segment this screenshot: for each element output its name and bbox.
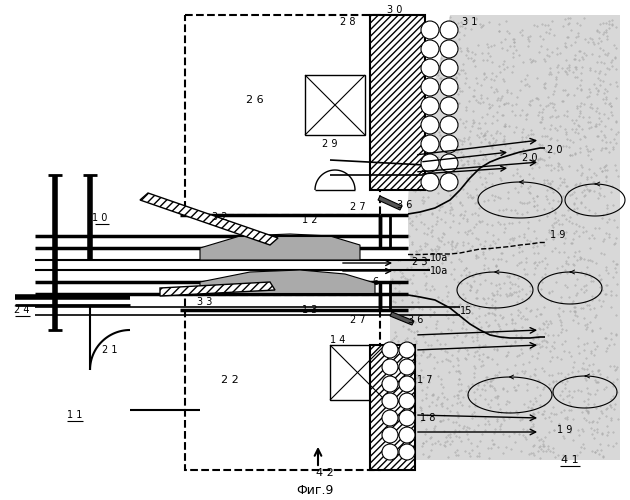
Text: 10a: 10a [430,253,449,263]
Text: 3 0: 3 0 [387,5,403,15]
Circle shape [421,59,439,77]
Text: 1 1: 1 1 [67,410,83,420]
Text: 2 9: 2 9 [323,139,338,149]
Text: 6: 6 [372,277,378,287]
Circle shape [399,410,415,426]
Circle shape [399,342,415,358]
Text: 1 2: 1 2 [302,215,318,225]
Polygon shape [390,15,450,260]
Text: 1 3: 1 3 [302,305,318,315]
Text: 2 2: 2 2 [221,375,239,385]
Bar [330,345,385,400]
Text: 2 4: 2 4 [14,305,30,315]
Polygon shape [200,234,360,260]
Circle shape [382,393,398,409]
Circle shape [399,359,415,375]
Circle shape [440,97,458,115]
Circle shape [421,116,439,134]
Circle shape [440,59,458,77]
Polygon shape [390,312,414,325]
Bar [305,75,365,135]
Text: 4 1: 4 1 [561,455,579,465]
Circle shape [421,154,439,172]
Bar [370,345,415,470]
Text: 1 4: 1 4 [330,335,345,345]
Circle shape [382,410,398,426]
Circle shape [440,40,458,58]
Circle shape [440,78,458,96]
Text: 3 1: 3 1 [462,17,478,27]
Polygon shape [160,282,275,296]
Bar [370,15,425,190]
Circle shape [440,173,458,191]
Circle shape [382,376,398,392]
Text: 10a: 10a [430,266,449,276]
Circle shape [382,444,398,460]
Bar [390,15,620,460]
Circle shape [421,21,439,39]
Polygon shape [140,193,278,245]
Bar [185,15,380,215]
Circle shape [382,359,398,375]
Text: 3 2: 3 2 [212,212,228,222]
Text: 1 7: 1 7 [417,375,433,385]
Polygon shape [378,196,402,210]
Circle shape [440,135,458,153]
Bar [185,295,380,470]
Circle shape [399,393,415,409]
Text: 2 7: 2 7 [350,315,366,325]
Circle shape [382,342,398,358]
Text: 1 0: 1 0 [93,213,108,223]
Circle shape [399,376,415,392]
Polygon shape [200,270,375,294]
Circle shape [440,21,458,39]
Circle shape [399,444,415,460]
Text: 2 0: 2 0 [547,145,563,155]
Text: 3 6: 3 6 [408,315,424,325]
Circle shape [382,427,398,443]
Text: 15: 15 [460,306,472,316]
Circle shape [399,427,415,443]
Text: 4 2: 4 2 [316,468,334,478]
Text: 3 3: 3 3 [197,297,213,307]
Text: 1 9: 1 9 [551,230,566,240]
Circle shape [421,135,439,153]
Circle shape [440,154,458,172]
Circle shape [421,173,439,191]
Text: 2 8: 2 8 [340,17,356,27]
Text: 1 9: 1 9 [558,425,573,435]
Text: 3 6: 3 6 [398,200,413,210]
Text: Фиг.9: Фиг.9 [296,484,334,496]
Text: 2 3: 2 3 [412,257,428,267]
Circle shape [421,40,439,58]
Text: 2 1: 2 1 [102,345,118,355]
Text: 2 7: 2 7 [350,202,366,212]
Text: 1 8: 1 8 [420,413,436,423]
Circle shape [421,97,439,115]
Circle shape [440,116,458,134]
Text: 2 6: 2 6 [246,95,264,105]
Circle shape [421,78,439,96]
Text: 2 0: 2 0 [522,153,538,163]
